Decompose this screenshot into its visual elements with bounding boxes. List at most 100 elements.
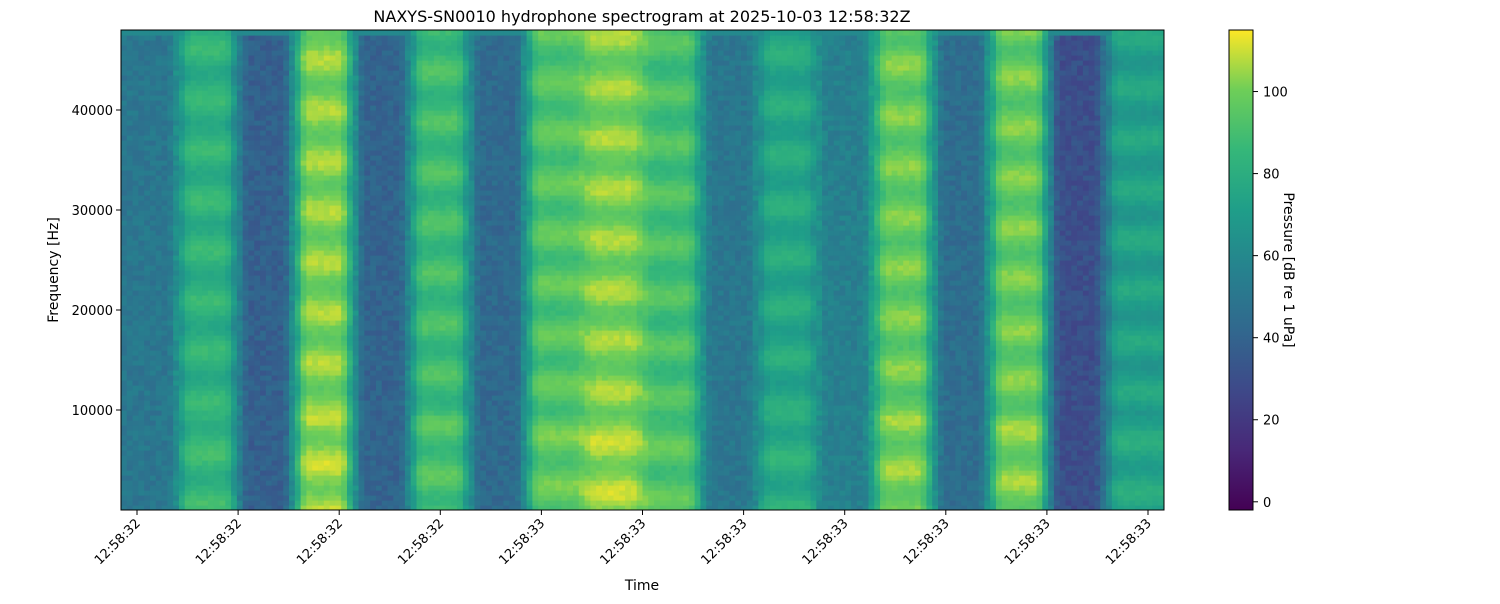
heatmap-cell bbox=[289, 130, 296, 136]
heatmap-cell bbox=[410, 370, 418, 376]
heatmap-cell bbox=[184, 135, 192, 141]
heatmap-cell bbox=[121, 500, 128, 506]
heatmap-cell bbox=[260, 250, 267, 256]
heatmap-cell bbox=[231, 475, 238, 481]
heatmap-cell bbox=[161, 215, 168, 221]
heatmap-cell bbox=[196, 155, 203, 161]
heatmap-cell bbox=[318, 155, 325, 161]
heatmap-cell bbox=[375, 355, 383, 361]
heatmap-cell bbox=[126, 450, 134, 456]
heatmap-cell bbox=[393, 320, 400, 326]
heatmap-cell bbox=[399, 455, 406, 461]
heatmap-cell bbox=[178, 210, 186, 216]
heatmap-cell bbox=[381, 110, 389, 116]
heatmap-cell bbox=[318, 410, 325, 416]
heatmap-cell bbox=[335, 180, 342, 186]
heatmap-cell bbox=[155, 110, 163, 116]
heatmap-cell bbox=[184, 495, 192, 501]
heatmap-cell bbox=[265, 200, 273, 206]
heatmap-cell bbox=[335, 145, 342, 151]
heatmap-cell bbox=[375, 350, 383, 356]
heatmap-cell bbox=[149, 110, 157, 116]
heatmap-cell bbox=[149, 350, 157, 356]
heatmap-cell bbox=[352, 245, 360, 251]
heatmap-cell bbox=[126, 360, 134, 366]
heatmap-cell bbox=[167, 250, 174, 256]
heatmap-cell bbox=[236, 125, 244, 131]
heatmap-cell bbox=[236, 470, 244, 476]
heatmap-cell bbox=[161, 290, 168, 296]
heatmap-cell bbox=[138, 260, 145, 266]
heatmap-cell bbox=[126, 275, 134, 281]
heatmap-cell bbox=[393, 325, 400, 331]
heatmap-cell bbox=[410, 145, 418, 151]
heatmap-cell bbox=[364, 240, 371, 246]
heatmap-cell bbox=[375, 495, 383, 501]
heatmap-cell bbox=[335, 380, 342, 386]
heatmap-cell bbox=[213, 190, 221, 196]
heatmap-cell bbox=[144, 75, 151, 81]
heatmap-cell bbox=[346, 450, 354, 456]
heatmap-cell bbox=[144, 285, 151, 291]
heatmap-cell bbox=[375, 205, 383, 211]
heatmap-cell bbox=[207, 115, 215, 121]
heatmap-cell bbox=[300, 100, 308, 106]
heatmap-cell bbox=[149, 410, 157, 416]
heatmap-cell bbox=[213, 230, 221, 236]
heatmap-cell bbox=[167, 190, 174, 196]
heatmap-cell bbox=[213, 120, 221, 126]
heatmap-cell bbox=[178, 255, 186, 261]
heatmap-cell bbox=[173, 185, 180, 191]
heatmap-cell bbox=[121, 140, 128, 146]
heatmap-cell bbox=[404, 200, 412, 206]
heatmap-cell bbox=[155, 180, 163, 186]
heatmap-cell bbox=[260, 445, 267, 451]
heatmap-cell bbox=[364, 230, 371, 236]
heatmap-cell bbox=[306, 415, 313, 421]
heatmap-cell bbox=[190, 420, 197, 426]
heatmap-cell bbox=[138, 405, 145, 411]
heatmap-cell bbox=[196, 45, 203, 51]
heatmap-cell bbox=[399, 310, 406, 316]
heatmap-cell bbox=[306, 340, 313, 346]
heatmap-cell bbox=[393, 395, 400, 401]
heatmap-cell bbox=[358, 290, 365, 296]
heatmap-cell bbox=[121, 110, 128, 116]
heatmap-cell bbox=[219, 365, 226, 371]
heatmap-cell bbox=[225, 125, 232, 131]
heatmap-cell bbox=[144, 185, 151, 191]
heatmap-cell bbox=[213, 250, 221, 256]
heatmap-cell bbox=[184, 105, 192, 111]
heatmap-cell bbox=[387, 180, 394, 186]
heatmap-cell bbox=[202, 470, 209, 476]
heatmap-cell bbox=[126, 50, 134, 56]
heatmap-cell bbox=[213, 200, 221, 206]
heatmap-cell bbox=[370, 150, 377, 156]
heatmap-cell bbox=[178, 295, 186, 301]
heatmap-cell bbox=[283, 95, 290, 101]
heatmap-cell bbox=[155, 65, 163, 71]
heatmap-cell bbox=[387, 325, 394, 331]
heatmap-cell bbox=[231, 470, 238, 476]
heatmap-cell bbox=[248, 180, 255, 186]
heatmap-cell bbox=[387, 285, 394, 291]
heatmap-cell bbox=[404, 470, 412, 476]
heatmap-cell bbox=[196, 450, 203, 456]
heatmap-cell bbox=[190, 475, 197, 481]
heatmap-cell bbox=[184, 490, 192, 496]
heatmap-cell bbox=[173, 210, 180, 216]
heatmap-cell bbox=[202, 65, 209, 71]
heatmap-cell bbox=[225, 450, 232, 456]
heatmap-cell bbox=[404, 250, 412, 256]
heatmap-cell bbox=[346, 415, 354, 421]
heatmap-cell bbox=[213, 405, 221, 411]
heatmap-cell bbox=[260, 40, 267, 46]
heatmap-cell bbox=[335, 90, 342, 96]
heatmap-cell bbox=[364, 235, 371, 241]
heatmap-cell bbox=[178, 230, 186, 236]
heatmap-cell bbox=[236, 90, 244, 96]
heatmap-cell bbox=[387, 60, 394, 66]
heatmap-cell bbox=[138, 430, 145, 436]
heatmap-cell bbox=[202, 490, 209, 496]
heatmap-cell bbox=[329, 265, 336, 271]
